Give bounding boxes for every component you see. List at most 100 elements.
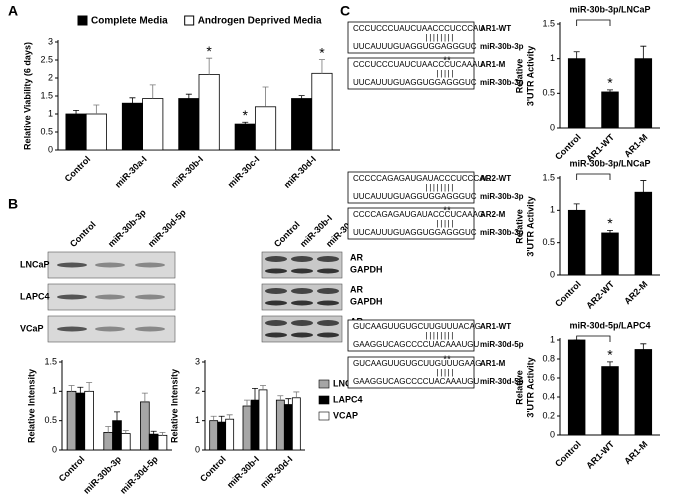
x-tick-label: AR1-M [622,132,649,159]
error-bar [210,415,217,421]
bar [291,98,313,151]
x-tick-label: miR-30d-I [258,454,294,490]
error-bar [640,180,647,193]
legend-label: LAPC4 [333,394,363,404]
y-axis-label: 3'UTR Activity [525,196,535,256]
significance: * [607,215,613,231]
y-tick-label: 0.2 [542,410,555,420]
error-bar [285,398,292,405]
panel-label: B [8,196,18,212]
blot-band [57,262,87,268]
pairing: |||||||| [426,331,455,340]
bar [258,389,268,451]
target-label: AR2-WT [480,174,511,183]
y-tick-label: 1.5 [542,18,555,28]
bar [66,390,77,451]
y-tick-label: 1 [195,415,200,425]
legend-swatch [77,15,88,26]
mutation-mark: ** [443,206,451,217]
row-label: LAPC4 [20,291,50,301]
bar [142,98,164,151]
error-bar [607,361,613,367]
y-tick-label: 3 [195,356,200,366]
target-sequence: GUCAAGUUGUGCUUGUUUACAG [353,322,481,331]
bar [84,390,94,451]
panel-label: C [340,3,350,19]
error-bar [640,45,647,59]
bar [601,91,619,129]
bar [178,98,200,151]
mirna-sequence: GAAGGUCAGCCCCUACAAAUGU [353,377,479,386]
bar [234,123,256,151]
target-label: AR1-WT [480,322,511,331]
y-tick-label: 1.5 [44,356,57,366]
x-tick-label: Control [553,279,583,309]
x-tick-label: Control [63,154,93,184]
x-tick-label: miR-30b-I [225,454,261,490]
bar [85,113,107,151]
mirna-sequence: UUCAUUUGUAGGUGGAGGGUC [353,192,477,201]
x-tick-label: miR-30a-I [113,154,149,190]
error-bar [129,97,136,104]
significance: * [206,43,212,59]
significance: * [607,75,613,91]
blot-band [317,320,339,326]
blot [261,283,343,311]
sequence-box [347,319,475,352]
legend-label: Complete Media [91,16,168,27]
y-tick-label: 0.6 [542,372,555,382]
x-tick-label: AR1-WT [584,439,616,471]
mirna-label: miR-30d-5p [480,377,524,386]
y-tick-label: 0 [48,144,53,154]
target-sequence: CCCUCCCUAUCUAACCCUCCCAU [353,24,484,33]
blot-band [291,332,313,338]
y-tick-label: 2 [195,386,200,396]
pairing: ||||| [437,69,455,78]
bar [65,113,87,151]
y-tick-label: 1.5 [40,90,53,100]
significance: * [607,347,613,363]
bracket [576,335,611,342]
mirna-sequence: UUCAUUUGUAGGUGGAGGGUC [353,42,477,51]
y-tick-label: 1.5 [542,172,555,182]
bar [275,399,285,451]
bar [601,232,619,276]
mirna-sequence: UUCAUUUGUAGGUGGAGGGUC [353,228,477,237]
mirna-sequence: UUCAUUUGUAGGUGGAGGGUC [353,78,477,87]
y-axis-label: Relative [514,370,524,405]
blot [261,315,343,343]
target-label: AR1-M [480,60,506,69]
legend-swatch [318,379,330,389]
y-axis-label: 3'UTR Activity [525,46,535,106]
y-tick-label: 1 [550,334,555,344]
sequence-box [347,57,475,90]
sequence-box [347,171,475,204]
x-tick-label: AR1-M [622,439,649,466]
y-axis-label: 3'UTR Activity [525,357,535,417]
mirna-label: miR-30d-5p [480,340,524,349]
x-tick-label: Control [198,454,228,484]
bar [242,405,252,451]
error-bar [252,388,258,401]
error-bar [114,411,120,421]
y-axis-label: Relative Intensity [26,369,36,443]
error-bar [149,84,156,99]
blot-band [265,332,287,338]
x-tick-label: AR2-WT [584,279,616,311]
y-tick-label: 2 [48,72,53,82]
y-tick-label: 0.4 [542,391,555,401]
y-tick-label: 2.5 [40,54,53,64]
mirna-label: miR-30b-3p [480,42,524,51]
bar [311,72,333,151]
error-bar [218,415,225,423]
y-axis-label: Relative [514,209,524,244]
bar [254,106,277,151]
y-tick-label: 0 [52,444,57,454]
legend-swatch [318,411,330,421]
lane-label: Control [68,219,98,249]
bar [225,418,235,451]
y-tick-label: 0.8 [542,353,555,363]
band-label: GAPDH [350,296,383,306]
y-tick-label: 0 [550,122,555,132]
